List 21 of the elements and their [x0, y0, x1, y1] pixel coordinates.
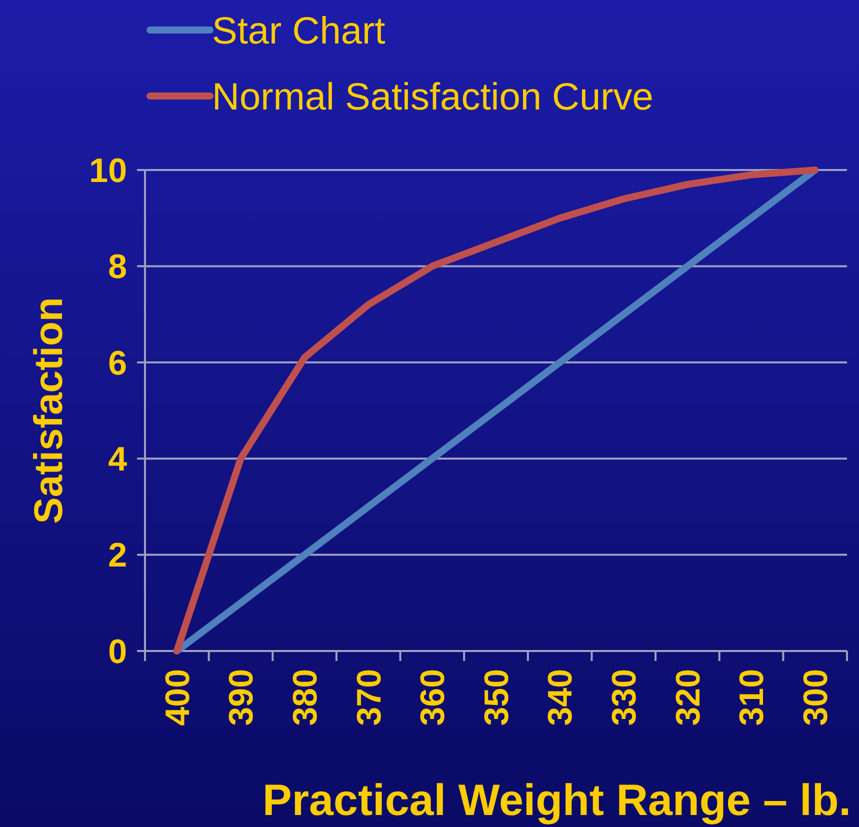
legend-label: Star Chart — [212, 10, 386, 52]
x-tick-label: 360 — [414, 669, 452, 726]
y-tick-label: 6 — [108, 344, 127, 382]
x-tick-label: 390 — [222, 669, 261, 726]
x-tick-label: 340 — [542, 669, 580, 726]
x-tick-label: 320 — [669, 669, 708, 726]
x-tick-label: 330 — [606, 669, 644, 726]
x-tick-label: 370 — [350, 669, 388, 726]
legend-label: Normal Satisfaction Curve — [212, 76, 654, 118]
x-tick-label: 310 — [733, 669, 772, 726]
x-tick-label: 380 — [286, 669, 324, 726]
y-tick-label: 0 — [108, 632, 127, 671]
y-tick-label: 4 — [108, 440, 128, 478]
x-axis-title: Practical Weight Range – lb. — [262, 776, 851, 825]
y-axis-title: Satisfaction — [27, 297, 71, 524]
x-tick-label: 300 — [796, 669, 835, 726]
x-tick-label: 400 — [158, 669, 197, 726]
y-tick-label: 2 — [108, 536, 127, 575]
x-tick-label: 350 — [478, 669, 516, 726]
y-tick-label: 8 — [108, 248, 127, 286]
y-tick-label: 10 — [89, 152, 127, 190]
